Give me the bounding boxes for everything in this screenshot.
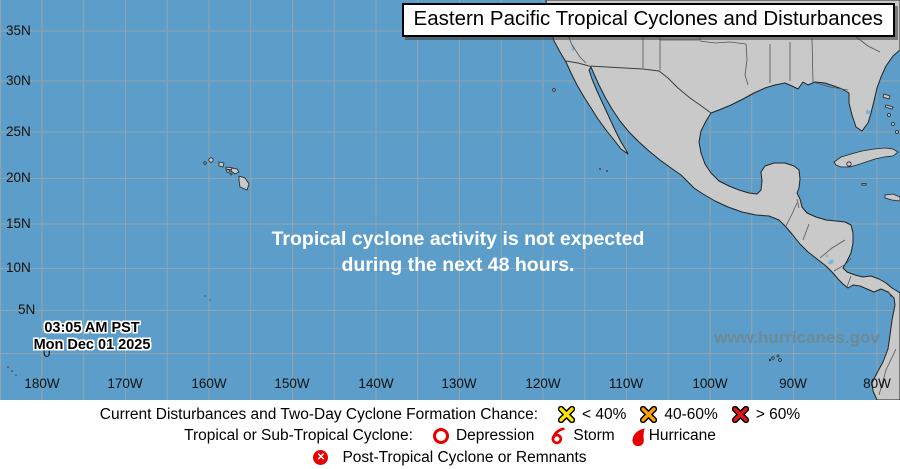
chance-high: > 60% xyxy=(731,405,801,424)
chance-high-label: > 60% xyxy=(755,405,801,423)
lat-label: 15N xyxy=(6,216,31,231)
lat-label: 25N xyxy=(6,124,31,139)
lanai xyxy=(226,169,230,173)
chance-medium: 40-60% xyxy=(640,405,718,424)
outlook-message-line2: during the next 48 hours. xyxy=(341,254,575,276)
title-banner: Eastern Pacific Tropical Cyclones and Di… xyxy=(401,3,895,37)
lon-label: 150W xyxy=(274,376,310,391)
maui xyxy=(230,167,240,175)
jamaica xyxy=(884,193,900,202)
depression-icon xyxy=(432,428,449,445)
galapagos xyxy=(771,356,775,360)
post-tropical-icon: ✕ xyxy=(313,450,329,466)
lon-label: 90W xyxy=(779,376,807,391)
outlook-message: Tropical cyclone activity is not expecte… xyxy=(272,226,645,278)
hurricane-icon xyxy=(629,427,647,446)
isla-juventud xyxy=(846,161,852,167)
chance-low: < 40% xyxy=(558,406,626,424)
lon-label: 160W xyxy=(191,376,227,391)
formation-chance-label: Current Disturbances and Two-Day Cyclone… xyxy=(99,405,538,423)
oahu xyxy=(218,161,225,168)
issuance-timestamp: 03:05 AM PST Mon Dec 01 2025 xyxy=(34,320,151,354)
outlook-message-line1: Tropical cyclone activity is not expecte… xyxy=(271,228,645,250)
lon-label: 180W xyxy=(24,376,60,391)
guadalupe xyxy=(552,88,556,92)
landmass xyxy=(545,0,900,400)
state-borders xyxy=(564,25,897,396)
storm-group: Storm xyxy=(548,427,615,446)
lat-label: 10N xyxy=(6,260,31,275)
lon-label: 110W xyxy=(608,376,644,391)
hurricane-group: Hurricane xyxy=(629,427,716,446)
post-tropical-label: Post-Tropical Cyclone or Remnants xyxy=(342,448,587,466)
storm-label: Storm xyxy=(573,427,615,445)
lon-label: 170W xyxy=(107,376,143,391)
cuba xyxy=(833,147,899,168)
legend-row-post-tropical: ✕ Post-Tropical Cyclone or Remnants xyxy=(0,447,900,469)
hurricanes-gov-watermark: www.hurricanes.gov xyxy=(714,328,880,347)
lat-label: 30N xyxy=(6,73,31,88)
niihau xyxy=(203,161,207,165)
chance-medium-label: 40-60% xyxy=(664,405,718,423)
x-red-icon xyxy=(731,406,749,424)
bahamas xyxy=(882,93,891,100)
lon-label: 80W xyxy=(863,376,891,391)
x-yellow-icon xyxy=(558,406,575,424)
lon-label: 130W xyxy=(441,376,477,391)
legend: Current Disturbances and Two-Day Cyclone… xyxy=(0,400,900,469)
lakes xyxy=(571,45,871,265)
hawaii-big-island xyxy=(238,175,250,191)
timestamp-time: 03:05 AM PST xyxy=(44,320,140,336)
chance-low-label: < 40% xyxy=(582,405,627,423)
timestamp-date: Mon Dec 01 2025 xyxy=(33,337,151,353)
cyclone-label: Tropical or Sub-Tropical Cyclone: xyxy=(184,427,413,445)
depression-group: Depression xyxy=(432,427,535,445)
islands xyxy=(7,88,900,376)
lat-label: 5N xyxy=(18,302,36,317)
lat-label: 20N xyxy=(6,170,31,185)
x-orange-icon xyxy=(640,406,658,424)
depression-label: Depression xyxy=(455,427,535,445)
lon-label: 140W xyxy=(358,376,394,391)
legend-row-formation-chance: Current Disturbances and Two-Day Cyclone… xyxy=(0,404,900,426)
storm-icon xyxy=(548,427,566,446)
lon-label: 100W xyxy=(692,376,728,391)
lat-label: 0 xyxy=(43,345,51,360)
cayman xyxy=(861,183,867,186)
kauai xyxy=(208,157,214,163)
kahoolawe xyxy=(229,172,233,176)
lat-label: 35N xyxy=(6,23,31,38)
lon-label: 120W xyxy=(525,376,561,391)
hurricane-label: Hurricane xyxy=(648,427,716,445)
post-tropical-group: ✕ Post-Tropical Cyclone or Remnants xyxy=(313,448,587,467)
pacific-map: 35N 30N 25N 20N 15N 10N 5N 0 180W 170W 160W 150W 14… xyxy=(0,0,900,400)
legend-row-cyclones: Tropical or Sub-Tropical Cyclone: Depres… xyxy=(0,426,900,448)
